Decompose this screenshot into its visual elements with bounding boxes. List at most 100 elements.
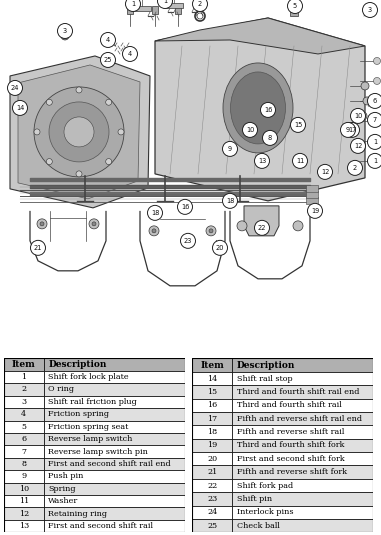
Text: 6: 6 [373,98,377,104]
Circle shape [362,3,378,18]
Circle shape [181,233,195,248]
Bar [43,445,185,458]
Text: 18: 18 [207,428,218,436]
Bar [192,465,232,479]
Bar [4,358,43,371]
Bar [192,358,232,372]
Text: 11: 11 [19,497,29,505]
Bar [232,479,373,492]
Text: 1: 1 [21,373,26,381]
Circle shape [373,97,381,104]
Circle shape [192,0,208,11]
Circle shape [344,123,360,137]
Text: 8: 8 [268,135,272,141]
Bar [306,197,318,204]
Bar [192,372,232,385]
Circle shape [37,219,47,229]
Circle shape [92,222,96,226]
Text: Spring: Spring [48,485,76,493]
Text: 20: 20 [216,245,224,251]
Bar [192,492,232,506]
Circle shape [223,141,237,156]
Circle shape [363,97,371,105]
Circle shape [30,240,45,255]
Text: 7: 7 [373,117,377,123]
Text: 8: 8 [21,460,26,468]
Text: 17: 17 [207,415,218,423]
Circle shape [123,47,138,62]
Text: 19: 19 [311,208,319,214]
Text: 20: 20 [207,455,218,463]
Bar [43,383,185,396]
Text: First and second shift fork: First and second shift fork [237,455,344,463]
Text: 9: 9 [21,472,26,480]
Bar [232,452,373,465]
Text: 6: 6 [21,435,26,443]
Bar [152,6,158,14]
Polygon shape [18,65,140,199]
Text: 15: 15 [207,388,218,396]
Polygon shape [10,56,150,208]
Text: 15: 15 [294,122,302,128]
Circle shape [261,102,275,117]
Text: 23: 23 [184,238,192,244]
Text: 3: 3 [368,7,372,13]
Text: Fifth and reverse shift fork: Fifth and reverse shift fork [237,468,347,476]
Text: 12: 12 [354,143,362,149]
Text: 4: 4 [21,410,26,418]
Circle shape [64,117,94,147]
Text: Third and fourth shift rail: Third and fourth shift rail [237,401,341,409]
Text: 24: 24 [207,508,218,516]
Circle shape [61,32,69,40]
Text: 3: 3 [21,398,26,406]
Bar [232,492,373,506]
Polygon shape [244,206,279,236]
Bar [4,421,43,433]
Bar [4,483,43,495]
Text: First and second shift rail: First and second shift rail [48,522,153,530]
Circle shape [368,94,381,109]
Text: 22: 22 [207,482,218,490]
Text: Description: Description [48,360,107,369]
Bar [192,385,232,399]
Bar [4,396,43,408]
Text: 2: 2 [21,386,26,394]
Circle shape [101,33,115,48]
Text: 21: 21 [207,468,218,476]
Circle shape [40,222,44,226]
Text: Shift pin: Shift pin [237,495,272,503]
Bar [43,495,185,508]
Bar [4,470,43,483]
Circle shape [13,101,27,116]
Circle shape [209,229,213,233]
Text: 10: 10 [354,113,362,119]
Text: Item: Item [200,361,224,370]
Text: 12: 12 [321,169,329,175]
Text: Shift rail stop: Shift rail stop [237,374,292,383]
Bar [306,191,318,198]
Text: 1: 1 [163,0,167,4]
Text: Reverse lamp switch pin: Reverse lamp switch pin [48,448,148,456]
Text: Third and fourth shift rail end: Third and fourth shift rail end [237,388,359,396]
Bar [165,3,183,8]
Bar [43,371,185,383]
Circle shape [106,158,112,165]
Bar [306,185,318,192]
Ellipse shape [231,72,285,144]
Text: 12: 12 [19,510,29,518]
Bar [192,412,232,425]
Circle shape [351,139,365,154]
Text: Push pin: Push pin [48,472,83,480]
Circle shape [89,219,99,229]
Circle shape [76,87,82,93]
Circle shape [178,200,192,215]
Text: 5: 5 [21,423,26,431]
Text: 2: 2 [353,165,357,171]
Bar [232,465,373,479]
Bar [232,506,373,519]
Circle shape [223,193,237,208]
Text: Third and fourth shift fork: Third and fourth shift fork [237,441,344,449]
Circle shape [373,137,381,144]
Circle shape [293,154,307,169]
Circle shape [373,157,381,164]
